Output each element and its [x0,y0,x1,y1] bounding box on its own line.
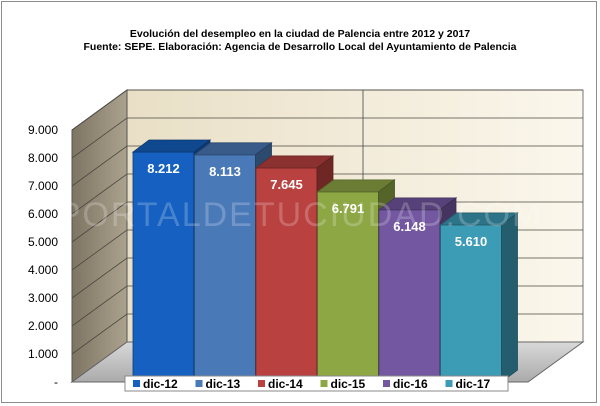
watermark-text: PORTALDETUCIUDAD.COM [58,196,543,234]
data-label: 8.212 [147,161,180,176]
chart-subtitle: Fuente: SEPE. Elaboración: Agencia de De… [83,41,517,53]
y-tick-label: 6.000 [28,207,58,221]
y-tick-label: 5.000 [28,235,58,249]
y-tick-label: 8.000 [28,151,58,165]
y-tick-label: 3.000 [28,291,58,305]
data-label: 6.148 [393,219,426,234]
bar-front [132,151,195,383]
bar-front [194,154,256,383]
bar-dic-13 [193,142,273,383]
legend-swatch [195,380,203,387]
legend: dic-12 dic-13 dic-14 dic-15 dic-16 dic-17 [124,375,509,392]
watermark: PORTALDETUCIUDAD.COM [58,196,543,234]
data-label: 5.610 [455,234,488,249]
legend-label: dic-15 [331,377,366,391]
legend-box [124,375,509,392]
legend-label: dic-14 [268,377,303,391]
y-axis: - 1.000 2.000 3.000 4.000 5.000 6.000 7.000 8.00… [28,123,58,389]
legend-label: dic-13 [206,377,241,391]
data-label: 7.645 [270,177,303,192]
bar-front [440,224,502,383]
bar-front [317,191,379,383]
y-tick-label: 2.000 [28,319,58,333]
legend-swatch [258,380,265,387]
legend-label: dic-12 [143,377,178,391]
legend-swatch [445,380,453,387]
legend-swatch [133,380,140,387]
bars [131,139,519,383]
gridline [71,117,583,159]
chart-title: Evolución del desempleo en la ciudad de … [129,28,471,40]
bar-dic-17 [439,212,519,383]
data-labels: 8.212 8.113 7.645 6.791 6.148 5.610 [147,161,487,249]
y-tick-label: - [54,375,58,389]
gridline [71,145,583,187]
bar-side [501,212,518,383]
y-tick-label: 4.000 [28,263,58,277]
legend-swatch [383,380,390,387]
data-label: 8.113 [209,164,241,179]
gridline [71,173,583,215]
y-tick-label: 1.000 [28,347,58,361]
bar-front [378,209,441,383]
legend-label: dic-16 [393,377,428,391]
y-tick-label: 9.000 [28,123,58,137]
gridline [71,89,583,131]
legend-swatch [320,380,328,387]
y-tick-label: 7.000 [28,179,58,193]
data-label: 6.791 [332,201,365,216]
legend-label: dic-17 [456,377,491,391]
bar-front [255,167,318,383]
